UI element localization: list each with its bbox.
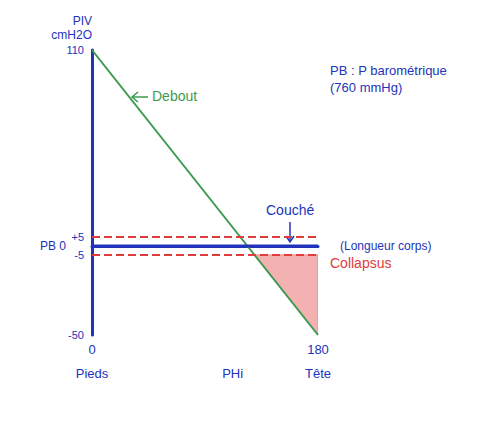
svg-text:cmH2O: cmH2O: [51, 28, 92, 42]
svg-text:Tête: Tête: [305, 366, 331, 381]
svg-text:PHi: PHi: [222, 366, 243, 381]
svg-text:PIV: PIV: [73, 14, 92, 28]
svg-text:-5: -5: [74, 249, 84, 261]
svg-text:PB 0: PB 0: [40, 239, 66, 253]
svg-text:+5: +5: [71, 231, 84, 243]
svg-text:(Longueur corps): (Longueur corps): [340, 239, 431, 253]
svg-text:Couché: Couché: [266, 202, 314, 218]
svg-text:0: 0: [88, 342, 95, 357]
svg-text:PB : P barométrique: PB : P barométrique: [330, 63, 447, 78]
svg-text:180: 180: [307, 342, 329, 357]
svg-text:-50: -50: [68, 329, 84, 341]
svg-text:110: 110: [66, 44, 84, 56]
svg-text:Pieds: Pieds: [76, 366, 109, 381]
svg-text:(760 mmHg): (760 mmHg): [330, 80, 402, 95]
svg-text:Debout: Debout: [152, 88, 197, 104]
svg-text:Collapsus: Collapsus: [330, 255, 391, 271]
